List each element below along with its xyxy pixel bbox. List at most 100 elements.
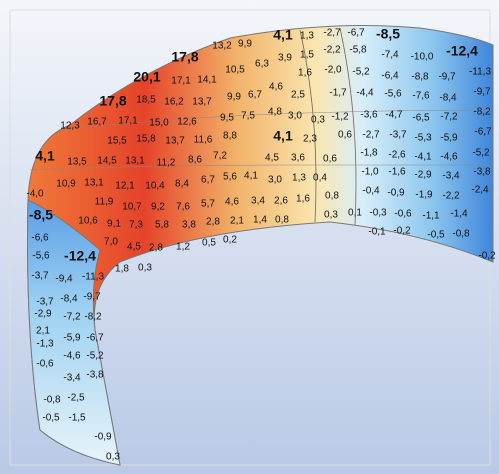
value-label: -6,7 — [347, 28, 365, 39]
value-label: 4,1 — [244, 171, 258, 182]
value-label: -1,6 — [388, 167, 406, 178]
value-label: 11,6 — [194, 135, 213, 146]
value-label: 4,1 — [273, 27, 293, 43]
value-label: -1,1 — [422, 211, 440, 222]
value-label: -0,8 — [43, 395, 61, 406]
value-label: 4,6 — [225, 197, 239, 208]
value-label: -1,7 — [329, 88, 347, 99]
value-label: 0,4 — [313, 173, 327, 184]
value-label: -4,7 — [385, 110, 403, 121]
value-label: -10,0 — [411, 52, 434, 63]
value-label: -3,4 — [442, 171, 460, 182]
value-label: 3,0 — [288, 111, 302, 122]
value-label: -3,7 — [36, 297, 54, 308]
value-label: 6,7 — [248, 90, 262, 101]
value-label: 1,5 — [300, 50, 314, 61]
value-label: -4,6 — [440, 152, 458, 163]
value-label: 2,3 — [303, 134, 317, 145]
value-label: -8,5 — [376, 26, 400, 42]
value-label: -4,4 — [356, 88, 374, 99]
value-label: -5,2 — [352, 67, 370, 78]
value-label: -12,4 — [64, 248, 96, 264]
value-label: 13,7 — [192, 97, 212, 108]
value-label: -0,5 — [427, 230, 445, 241]
value-label: 15,0 — [149, 118, 169, 129]
value-label: -9,7 — [473, 87, 491, 98]
value-label: -1,4 — [450, 209, 468, 220]
value-label: -1,0 — [361, 167, 379, 178]
value-label: -11,3 — [469, 67, 491, 78]
value-label: 7,5 — [241, 111, 255, 122]
value-label: -7,2 — [63, 312, 81, 323]
value-label: 13,1 — [125, 156, 145, 167]
value-label: -1,3 — [36, 339, 54, 350]
value-label: 2,6 — [274, 196, 288, 207]
value-label: 9,2 — [151, 202, 165, 213]
value-label: -2,4 — [471, 185, 489, 196]
value-label: -8,8 — [411, 72, 429, 83]
value-label: 10,7 — [122, 202, 142, 213]
value-label: 1,2 — [176, 242, 190, 253]
value-label: -2,2 — [323, 45, 341, 56]
value-label: 0,3 — [311, 115, 325, 126]
value-label: -4,0 — [26, 189, 44, 200]
value-label: -0,8 — [452, 229, 470, 240]
value-label: -9,7 — [83, 292, 101, 303]
value-label: -0,2 — [478, 251, 496, 262]
value-label: 0,3 — [324, 210, 338, 221]
value-label: -8,2 — [473, 107, 491, 118]
value-label: 17,1 — [118, 116, 138, 127]
value-label: -5,2 — [86, 351, 104, 362]
value-label: 3,9 — [278, 53, 292, 64]
value-label: -5,9 — [440, 133, 458, 144]
value-label: 20,1 — [133, 69, 160, 85]
value-label: -4,1 — [414, 152, 432, 163]
result-view: 13,29,917,84,11,3-2,7-6,7-8,5-12,410,56,… — [0, 0, 499, 474]
value-label: 10,5 — [225, 65, 245, 76]
value-label: 7,6 — [176, 202, 190, 213]
value-label: 7,2 — [213, 151, 227, 162]
value-label: 14,5 — [97, 156, 117, 167]
value-label: 14,1 — [197, 75, 217, 86]
value-label: 0,6 — [338, 130, 352, 141]
value-label: -1,5 — [68, 413, 86, 424]
value-label: -2,7 — [323, 28, 341, 39]
value-label: 12,1 — [115, 181, 135, 192]
value-label: 0,8 — [325, 191, 339, 202]
value-label: 6,7 — [201, 175, 215, 186]
value-label: 13,1 — [84, 178, 104, 189]
value-label: -3,7 — [389, 130, 407, 141]
value-label: 0,1 — [348, 208, 362, 219]
value-label: -3,4 — [63, 373, 81, 384]
value-label: 7,0 — [104, 237, 118, 248]
value-label: -5,6 — [384, 89, 402, 100]
value-label: 4,1 — [273, 128, 293, 144]
value-label: 3,4 — [251, 196, 265, 207]
value-label: 15,5 — [107, 136, 127, 147]
value-label: 2,8 — [149, 243, 163, 254]
screenshot: 13,29,917,84,11,3-2,7-6,7-8,5-12,410,56,… — [0, 0, 499, 474]
value-label: -6,7 — [86, 333, 104, 344]
value-label: -5,3 — [414, 133, 432, 144]
value-label: -2,9 — [34, 309, 52, 320]
value-label: 10,6 — [78, 216, 98, 227]
value-label: 1,4 — [253, 215, 267, 226]
value-label: 6,3 — [255, 59, 269, 70]
value-label: -3,8 — [473, 167, 491, 178]
value-label: -0,4 — [362, 186, 380, 197]
value-label: -8,4 — [60, 294, 78, 305]
value-label: -12,4 — [446, 43, 478, 59]
value-label: -0,3 — [369, 208, 387, 219]
value-label: -8,5 — [29, 207, 53, 223]
value-label: 16,2 — [164, 97, 184, 108]
value-label: -6,6 — [31, 233, 49, 244]
value-label: 8,4 — [175, 179, 189, 190]
value-label: -2,6 — [388, 150, 406, 161]
value-label: -9,4 — [55, 274, 73, 285]
value-label: 13,5 — [67, 157, 87, 168]
value-label: -2,0 — [324, 65, 342, 76]
value-label: 12,6 — [177, 117, 197, 128]
value-label: -7,6 — [412, 91, 430, 102]
value-label: 4,8 — [268, 107, 282, 118]
value-label: 5,8 — [155, 220, 169, 231]
